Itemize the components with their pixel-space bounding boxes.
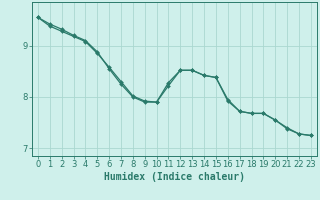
X-axis label: Humidex (Indice chaleur): Humidex (Indice chaleur) — [104, 172, 245, 182]
